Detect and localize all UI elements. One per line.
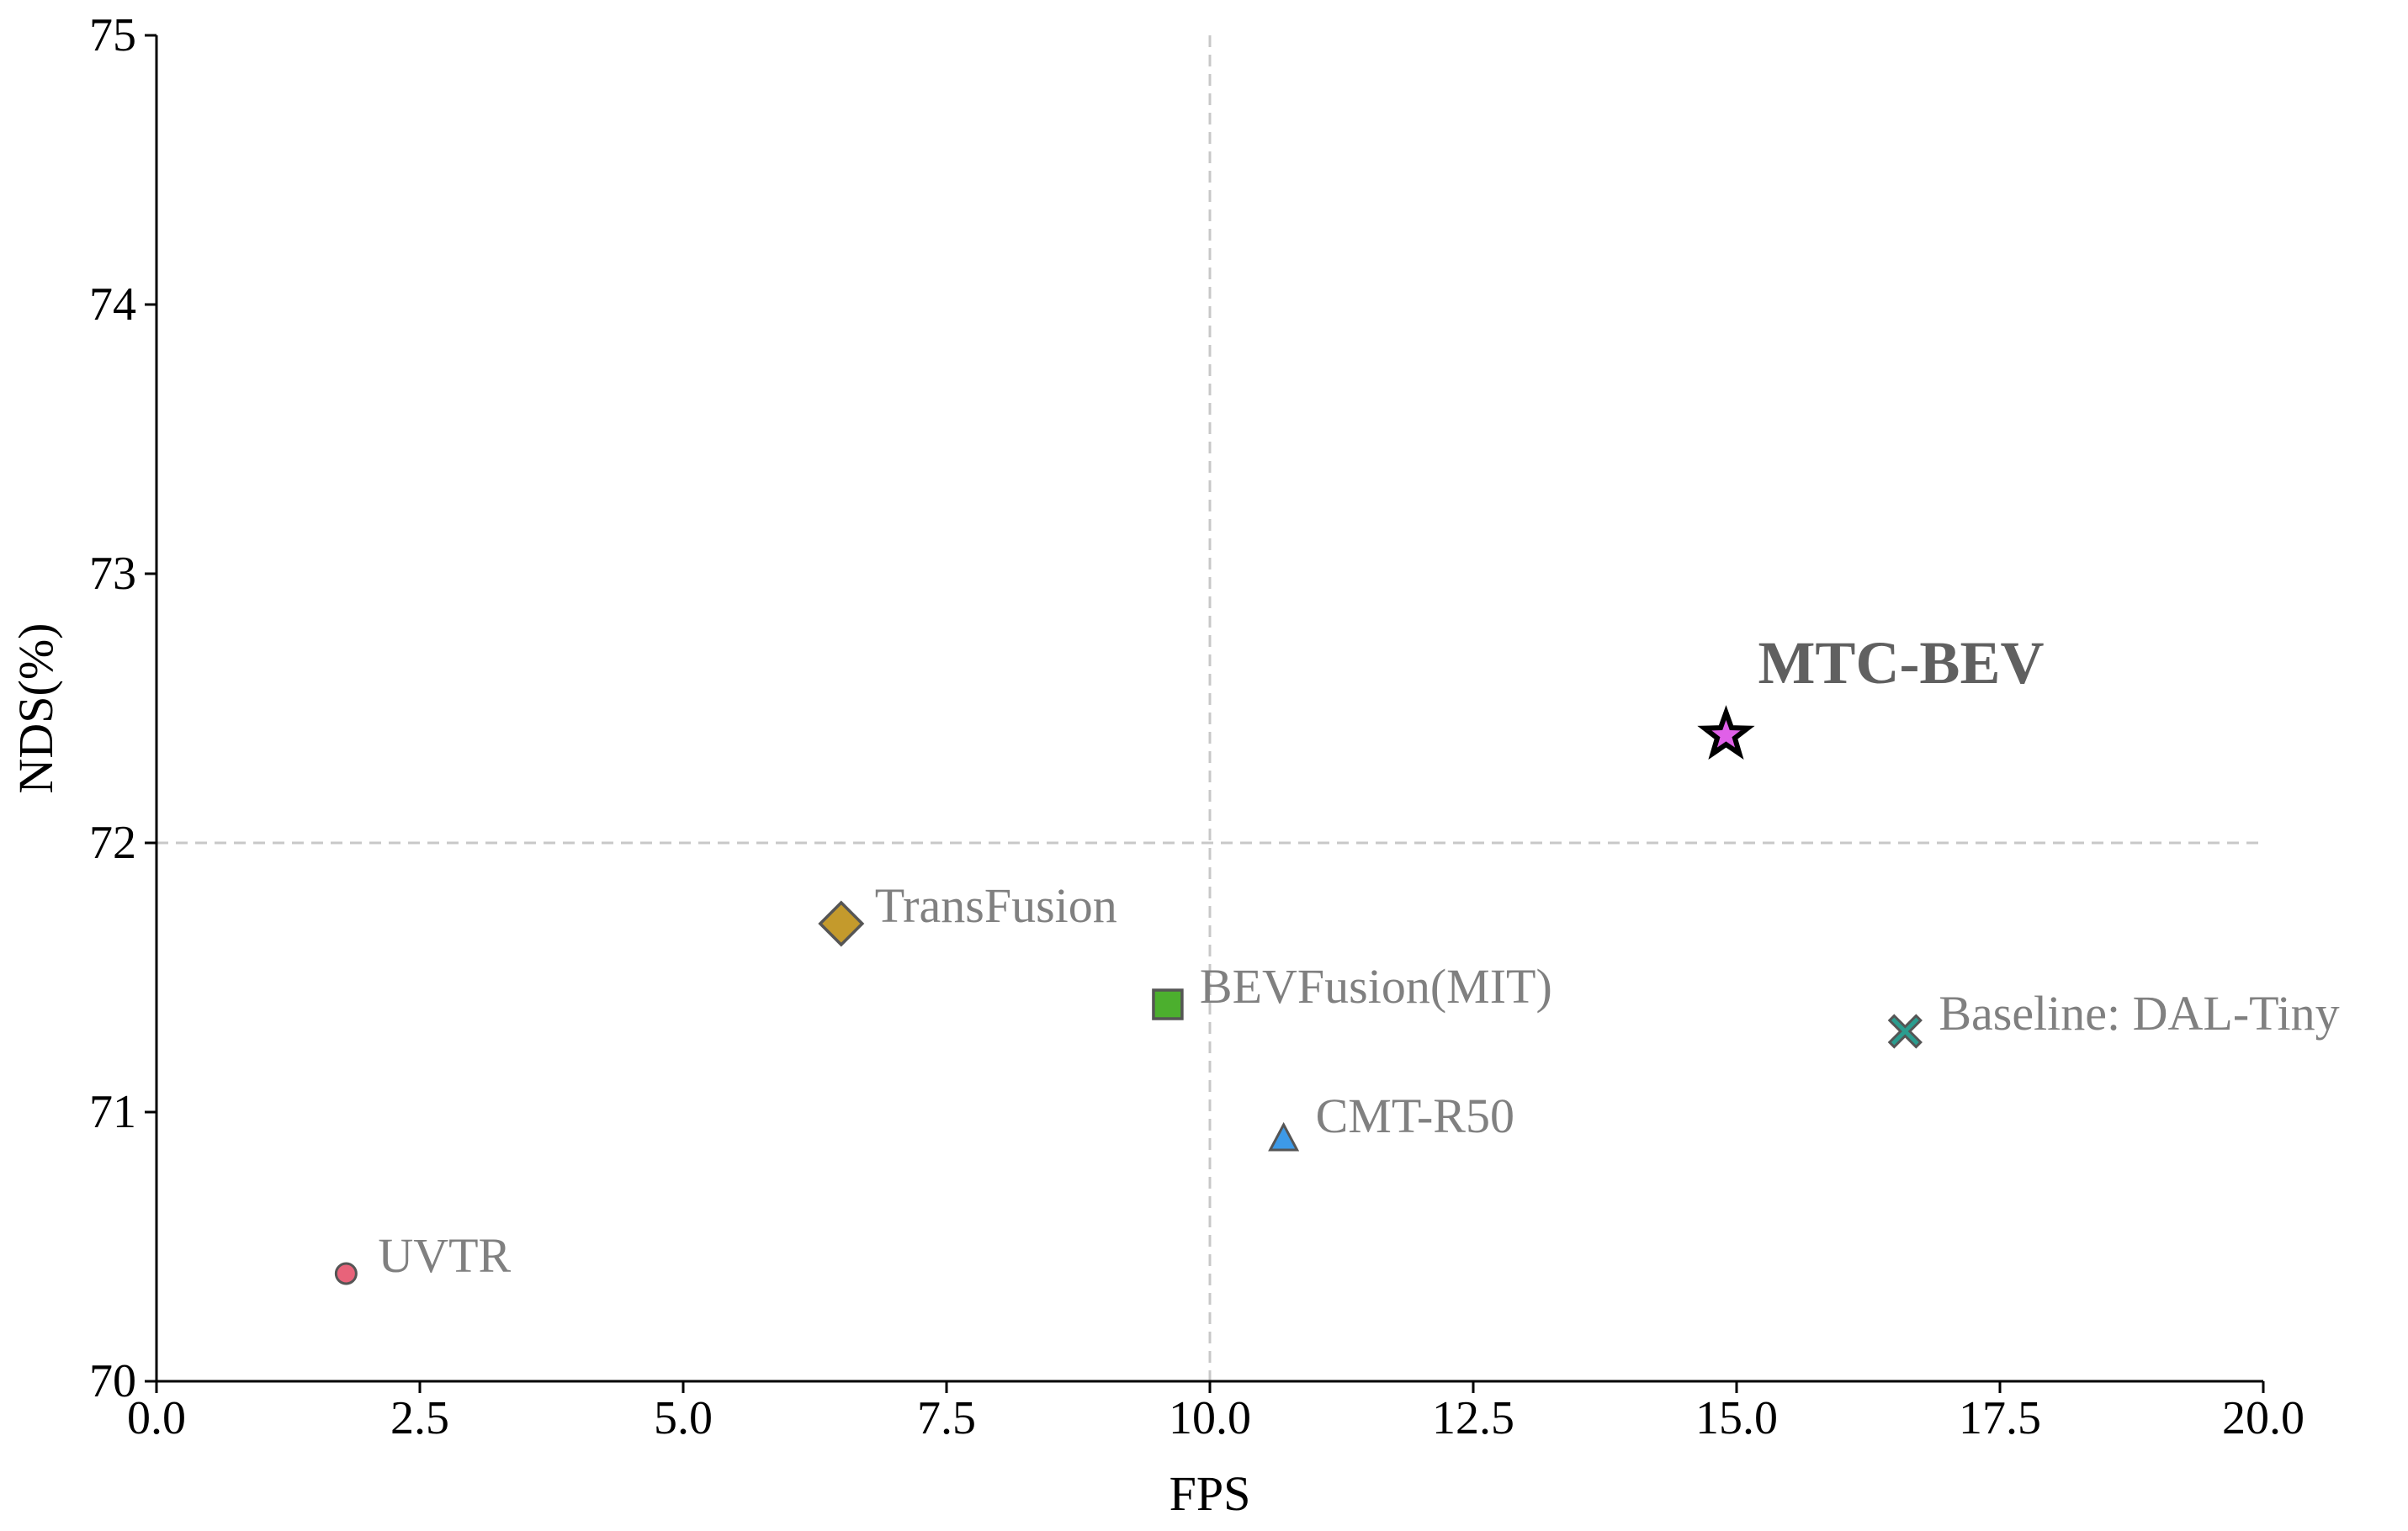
data-points bbox=[334, 705, 1923, 1285]
x-tick-label: 7.5 bbox=[917, 1392, 976, 1444]
x-tick-label: 15.0 bbox=[1695, 1392, 1778, 1444]
x-tick-label: 12.5 bbox=[1432, 1392, 1514, 1444]
x-tick-label: 5.0 bbox=[654, 1392, 713, 1444]
x-tick-label: 2.5 bbox=[390, 1392, 449, 1444]
point-cmt-r50-label: CMT-R50 bbox=[1316, 1089, 1514, 1143]
y-tick-label: 70 bbox=[89, 1355, 136, 1407]
point-bevfusion-mit bbox=[1152, 988, 1184, 1020]
x-axis-title: FPS bbox=[1170, 1466, 1251, 1521]
point-labels: UVTR TransFusion BEVFusion(MIT) CMT-R50 MTC-… bbox=[378, 629, 2339, 1283]
x-tick-label: 10.0 bbox=[1169, 1392, 1251, 1444]
x-tick-label: 17.5 bbox=[1959, 1392, 2041, 1444]
point-mtc-bev-label: MTC-BEV bbox=[1758, 629, 2044, 697]
point-baseline-dal-tiny-label: Baseline: DAL-Tiny bbox=[1939, 986, 2339, 1041]
y-axis-title: NDS(%) bbox=[8, 623, 63, 794]
point-baseline-dal-tiny bbox=[1887, 1014, 1923, 1049]
point-transfusion-label: TransFusion bbox=[875, 878, 1117, 933]
point-uvtr bbox=[334, 1262, 358, 1285]
point-uvtr-label: UVTR bbox=[378, 1228, 511, 1283]
y-tick-label: 74 bbox=[89, 278, 136, 331]
axis-ticks: 0.0 2.5 5.0 7.5 10.0 12.5 15.0 17.5 20.0 70 71 72 73… bbox=[89, 9, 2305, 1444]
y-tick-label: 72 bbox=[89, 817, 136, 869]
y-tick-label: 75 bbox=[89, 9, 136, 61]
point-transfusion bbox=[818, 900, 865, 947]
y-tick-label: 71 bbox=[89, 1086, 136, 1138]
point-mtc-bev bbox=[1697, 705, 1755, 760]
y-tick-label: 73 bbox=[89, 548, 136, 600]
reference-lines bbox=[156, 35, 2263, 1381]
x-tick-label: 20.0 bbox=[2222, 1392, 2305, 1444]
x-tick-label: 0.0 bbox=[127, 1392, 186, 1444]
point-bevfusion-mit-label: BEVFusion(MIT) bbox=[1200, 959, 1552, 1014]
point-cmt-r50 bbox=[1268, 1121, 1300, 1152]
